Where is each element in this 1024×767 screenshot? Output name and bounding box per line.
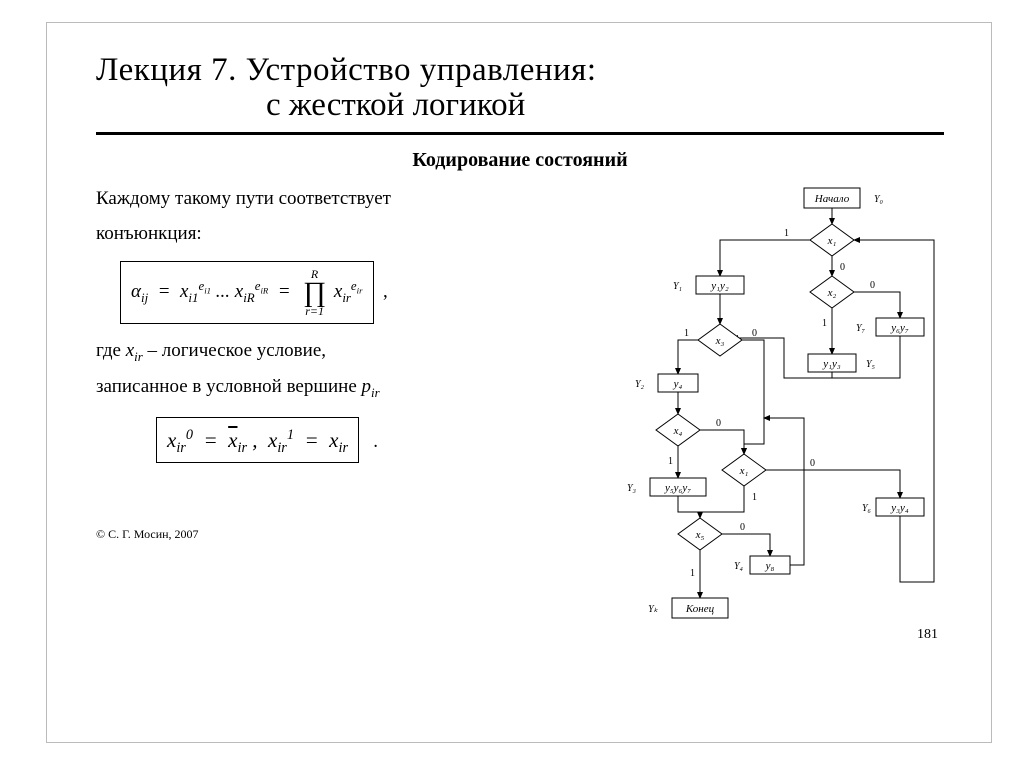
label-Yk: Yₖ <box>648 604 659 615</box>
label-Y5: Y₅ <box>866 359 876 370</box>
node-y8: y₈ <box>765 560 775 572</box>
para3-var-sub: ir <box>134 349 143 364</box>
para3-prefix: где <box>96 340 126 361</box>
node-end: Конец <box>685 603 715 615</box>
formula-1-box: αij = xi1ei1 ... xiReiR = R ∏ r=1 <box>120 261 374 324</box>
formula-1-row: αij = xi1ei1 ... xiReiR = R ∏ r=1 <box>120 255 574 330</box>
node-x1b: x₁ <box>739 465 749 477</box>
label-Y3: Y₃ <box>627 483 637 494</box>
node-y1y3: y₁y₃ <box>822 358 841 370</box>
flowchart-column: Начало Y₀ x₁ 1 y₁y₂ Y₁ 0 x₂ <box>584 178 944 643</box>
two-column-layout: Каждому такому пути соответствует конъюн… <box>96 178 944 643</box>
x-ir-sub: ir <box>342 290 351 305</box>
product-lower: r=1 <box>303 305 326 317</box>
label-Y1: Y₁ <box>673 281 682 292</box>
title-rule <box>96 132 944 135</box>
node-y1y2: y₁y₂ <box>710 280 729 292</box>
edge-x2-1: 1 <box>822 318 827 329</box>
f2-x3-sup: 1 <box>287 427 294 443</box>
edge-x5-0: 0 <box>740 522 745 533</box>
para3-suffix: – логическое условие, <box>143 340 326 361</box>
page-number: 181 <box>917 627 938 643</box>
title-line-2: с жесткой логикой <box>266 87 944 124</box>
formula-2-box: xir0 = xir , xir1 = xir <box>156 417 359 464</box>
edge-x1-1: 1 <box>784 228 789 239</box>
f2-x1: x <box>167 428 176 452</box>
formula-2-row: xir0 = xir , xir1 = xir . <box>156 411 574 470</box>
edge-x4-0: 0 <box>716 418 721 429</box>
node-x2: x₂ <box>827 287 837 299</box>
x-iR: x <box>235 281 243 302</box>
f2-x1-sup: 0 <box>186 427 193 443</box>
edge-x1b-1: 1 <box>752 492 757 503</box>
content-area: Лекция 7. Устройство управления: с жестк… <box>96 52 944 707</box>
node-x3: x₃ <box>715 335 725 347</box>
formula-1: αij = xi1ei1 ... xiReiR = R ∏ r=1 <box>131 281 363 302</box>
node-y5y6y7: y₅y₆y₇ <box>664 482 691 494</box>
paragraph-4: записанное в условной вершине pir <box>96 372 574 401</box>
text-column: Каждому такому пути соответствует конъюн… <box>96 178 574 643</box>
alpha-sub: ij <box>141 290 148 305</box>
f2-x2-sub: ir <box>237 440 247 456</box>
copyright: © С. Г. Мосин, 2007 <box>96 525 574 544</box>
node-y4: y₄ <box>673 378 683 390</box>
para4-var: p <box>362 376 372 397</box>
para3-var: x <box>126 340 134 361</box>
node-y3y4: y₃y₄ <box>890 502 909 514</box>
paragraph-1: Каждому такому пути соответствует <box>96 184 574 213</box>
label-Y7: Y₇ <box>856 323 866 334</box>
product-symbol: R ∏ r=1 <box>303 268 326 317</box>
node-x4: x₄ <box>673 425 683 437</box>
x-iR-sub: iR <box>243 290 254 305</box>
label-Y4: Y₄ <box>734 561 744 572</box>
edge-x2-0: 0 <box>870 280 875 291</box>
f2-x3: x <box>268 428 277 452</box>
node-x5: x₅ <box>695 529 705 541</box>
node-start: Начало <box>814 193 850 205</box>
edge-x3-0: 0 <box>752 328 757 339</box>
paragraph-3: где xir – логическое условие, <box>96 336 574 365</box>
formula-2-trailing-period: . <box>364 431 378 452</box>
x-i1-sup: ei1 <box>198 278 211 293</box>
f2-x4-sub: ir <box>338 440 348 456</box>
edge-x4-1: 1 <box>668 456 673 467</box>
x-ir-sup: eir <box>351 278 363 293</box>
alpha: α <box>131 281 141 302</box>
edge-x5-1: 1 <box>690 568 695 579</box>
page: Лекция 7. Устройство управления: с жестк… <box>0 0 1024 767</box>
edge-x3-1: 1 <box>684 328 689 339</box>
f2-x1-sub: ir <box>176 440 186 456</box>
title-line-1: Лекция 7. Устройство управления: <box>96 52 944 89</box>
para4-var-sub: ir <box>371 384 380 399</box>
edge-x1b-0: 0 <box>810 458 815 469</box>
paragraph-2: конъюнкция: <box>96 219 574 248</box>
f2-x3-sub: ir <box>277 440 287 456</box>
label-Y6: Y₆ <box>862 503 872 514</box>
subtitle: Кодирование состояний <box>96 149 944 172</box>
x-i1-sub: i1 <box>188 290 198 305</box>
node-y6y7: y₆y₇ <box>890 322 909 334</box>
formula-1-trailing-comma: , <box>378 281 388 302</box>
x-iR-sup: eiR <box>255 278 269 293</box>
label-Y0: Y₀ <box>874 194 884 205</box>
edge-x1-0: 0 <box>840 262 845 273</box>
product-pi-icon: ∏ <box>303 280 326 305</box>
formula-2: xir0 = xir , xir1 = xir <box>167 428 348 452</box>
flowchart-svg: Начало Y₀ x₁ 1 y₁y₂ Y₁ 0 x₂ <box>584 178 944 638</box>
node-x1: x₁ <box>827 235 837 247</box>
para4-prefix: записанное в условной вершине <box>96 376 362 397</box>
label-Y2: Y₂ <box>635 379 645 390</box>
